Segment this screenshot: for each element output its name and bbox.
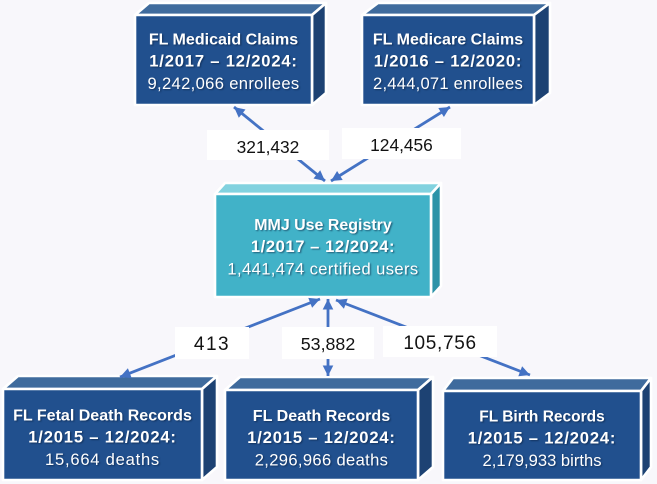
svg-text:15,664 deaths: 15,664 deaths	[45, 450, 160, 469]
svg-text:1/2016 – 12/2020:: 1/2016 – 12/2020:	[374, 52, 522, 71]
svg-text:1/2017 – 12/2024:: 1/2017 – 12/2024:	[149, 52, 297, 71]
svg-text:1,441,474 certified users: 1,441,474 certified users	[227, 260, 418, 279]
svg-text:105,756: 105,756	[403, 333, 476, 354]
svg-text:53,882: 53,882	[301, 334, 355, 354]
svg-text:1/2015 – 12/2024:: 1/2015 – 12/2024:	[28, 428, 176, 447]
svg-text:MMJ Use Registry: MMJ Use Registry	[254, 217, 392, 234]
svg-text:1/2015 – 12/2024:: 1/2015 – 12/2024:	[247, 428, 395, 447]
svg-text:FL Medicare Claims: FL Medicare Claims	[373, 31, 523, 49]
svg-text:321,432: 321,432	[237, 137, 300, 157]
svg-text:124,456: 124,456	[370, 135, 433, 155]
svg-text:FL Fetal Death Records: FL Fetal Death Records	[13, 407, 192, 425]
svg-text:1/2017 – 12/2024:: 1/2017 – 12/2024:	[251, 237, 395, 256]
svg-text:1/2015 – 12/2024:: 1/2015 – 12/2024:	[468, 429, 616, 448]
svg-text:FL Birth Records: FL Birth Records	[479, 409, 604, 426]
svg-text:2,179,933 births: 2,179,933 births	[482, 451, 601, 470]
svg-text:413: 413	[194, 334, 230, 355]
svg-text:2,296,966 deaths: 2,296,966 deaths	[255, 451, 389, 470]
svg-text:9,242,066 enrollees: 9,242,066 enrollees	[147, 74, 299, 93]
svg-text:2,444,071 enrollees: 2,444,071 enrollees	[373, 74, 523, 93]
svg-text:FL Medicaid Claims: FL Medicaid Claims	[149, 31, 298, 49]
svg-text:FL Death Records: FL Death Records	[253, 407, 390, 425]
